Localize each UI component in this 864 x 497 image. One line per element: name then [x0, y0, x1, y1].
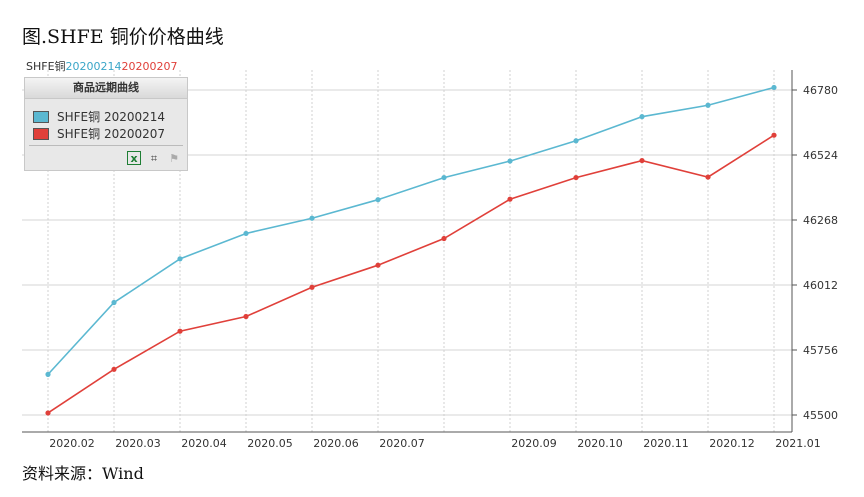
- x-tick-label: 2020.12: [709, 437, 755, 450]
- series-2-point: [243, 313, 249, 320]
- legend-item-series-1[interactable]: SHFE铜 20200214: [33, 109, 165, 125]
- y-tick-label: 46780: [803, 84, 838, 97]
- series-1-point: [243, 230, 249, 237]
- x-tick-label: 2020.09: [511, 437, 557, 450]
- series-1-point: [639, 114, 645, 120]
- series-2-point: [705, 174, 711, 180]
- series-2-point: [177, 328, 183, 334]
- x-tick-label: 2020.03: [115, 437, 161, 450]
- series-2-point: [45, 410, 51, 416]
- legend-label-series-1: SHFE铜 20200214: [57, 110, 166, 124]
- y-tick-label: 46012: [803, 279, 838, 292]
- x-tick-label: 2021.01: [775, 437, 821, 450]
- series-2-point: [111, 366, 117, 372]
- legend-divider: [29, 145, 183, 146]
- y-tick-label: 45500: [803, 409, 838, 422]
- subtitle-date-1: 20200214: [65, 60, 122, 73]
- flag-icon[interactable]: ⚑: [169, 152, 179, 165]
- subtitle-prefix: SHFE铜: [26, 60, 66, 73]
- chart-subtitle: SHFE铜2020021420200207: [26, 58, 178, 74]
- series-1-point: [507, 158, 513, 164]
- series-line-1: [47, 86, 775, 375]
- legend-item-series-2[interactable]: SHFE铜 20200207: [33, 126, 165, 142]
- legend-panel: 商品远期曲线 SHFE铜 20200214 SHFE铜 20200207 x ⌗ ⚑: [24, 77, 188, 171]
- series-2-point: [309, 284, 315, 290]
- series-1-point: [771, 84, 777, 91]
- source-note: 资料来源：Wind: [22, 464, 144, 483]
- x-tick-label: 2020.10: [577, 437, 623, 450]
- legend-swatch-series-1: [33, 111, 49, 123]
- x-tick-label: 2020.04: [181, 437, 227, 450]
- axis-layer: 45500 45756 46012 46268 46524 46780 2020.02 202…: [22, 70, 838, 450]
- series-2-point: [639, 157, 645, 164]
- excel-icon[interactable]: x: [127, 151, 141, 165]
- series-2-point: [507, 196, 513, 202]
- x-tick-label: 2020.11: [643, 437, 689, 450]
- legend-label-series-2: SHFE铜 20200207: [57, 127, 166, 141]
- series-layer: [45, 84, 777, 416]
- series-1-point: [705, 102, 711, 108]
- series-1-point: [375, 197, 381, 203]
- crop-icon[interactable]: ⌗: [150, 152, 158, 165]
- x-tick-label: 2020.06: [313, 437, 359, 450]
- series-1-point: [441, 174, 447, 181]
- subtitle-date-2: 20200207: [121, 60, 178, 73]
- series-1-point: [573, 138, 579, 144]
- x-tick-label: 2020.02: [49, 437, 95, 450]
- y-tick-label: 46268: [803, 214, 838, 227]
- x-tick-label: 2020.07: [379, 437, 425, 450]
- legend-header: 商品远期曲线: [25, 78, 187, 99]
- series-line-2: [47, 134, 775, 414]
- y-tick-label: 46524: [803, 149, 838, 162]
- series-2-point: [771, 132, 777, 138]
- series-1-point: [45, 371, 51, 377]
- legend-toolbar: x ⌗ ⚑: [121, 151, 181, 166]
- series-2-point: [375, 262, 381, 268]
- x-tick-label: 2020.05: [247, 437, 293, 450]
- figure-title: 图.SHFE 铜价价格曲线: [22, 26, 224, 48]
- y-tick-label: 45756: [803, 344, 838, 357]
- legend-swatch-series-2: [33, 128, 49, 140]
- series-1-point: [177, 256, 183, 262]
- series-2-point: [573, 174, 579, 181]
- series-1-point: [111, 299, 117, 306]
- series-2-point: [441, 235, 447, 242]
- series-1-point: [309, 215, 315, 221]
